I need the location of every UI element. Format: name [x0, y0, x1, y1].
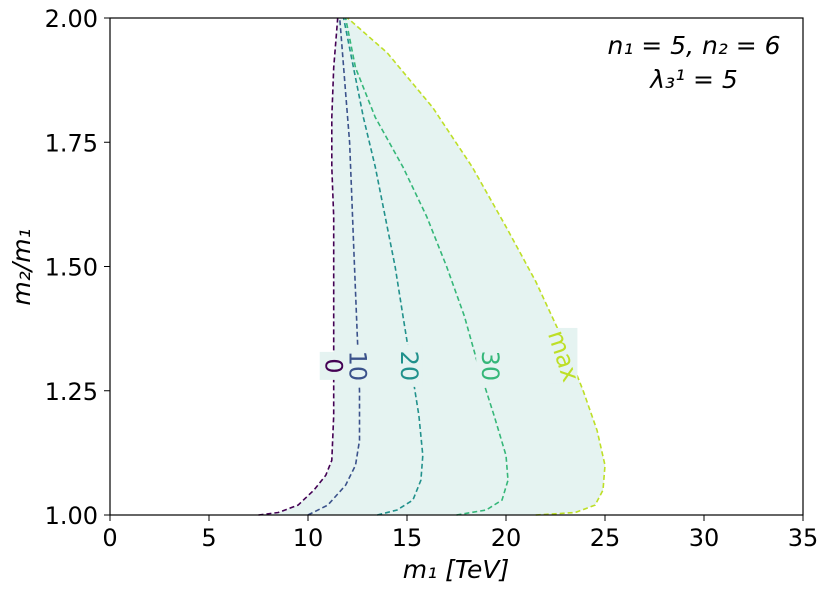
- x-axis: 0 5 10 15 20 25 30 35: [102, 515, 818, 552]
- y-axis: 1.00 1.25 1.50 1.75 2.00: [45, 5, 110, 530]
- y-tick-label: 1.50: [45, 254, 98, 282]
- x-tick-label: 25: [590, 524, 621, 552]
- annotation-line-1: n₁ = 5, n₂ = 6: [607, 31, 780, 60]
- contour-label-bg-30: [476, 344, 505, 387]
- shaded-region: [258, 18, 605, 515]
- contour-line-max: [347, 17, 606, 516]
- x-tick-label: 5: [201, 524, 216, 552]
- x-tick-label: 10: [293, 524, 324, 552]
- contour-label-0: 0: [320, 358, 348, 373]
- contour-line-20: [342, 17, 424, 516]
- x-tick-label: 20: [491, 524, 522, 552]
- contour-label-30: 30: [476, 351, 504, 382]
- contour-label-bg-0: [319, 351, 348, 380]
- contour-line-30: [344, 17, 509, 516]
- x-tick-label: 35: [788, 524, 819, 552]
- contour-line-10: [307, 17, 361, 516]
- contour-label-bg-10: [343, 344, 372, 387]
- y-axis-label: m₂/m₁: [7, 228, 36, 305]
- y-tick-label: 1.75: [45, 129, 98, 157]
- annotation-line-2: λ₃¹ = 5: [648, 65, 738, 94]
- y-tick-label: 1.00: [45, 502, 98, 530]
- y-tick-label: 2.00: [45, 5, 98, 33]
- contour-label-10: 10: [344, 351, 372, 382]
- contour-label-layer: 010 20 30 max: [320, 327, 585, 387]
- contour-label-bg-max: [549, 327, 578, 384]
- x-tick-label: 30: [689, 524, 720, 552]
- contour-label-20: 20: [395, 351, 423, 382]
- contour-label-bg-20: [394, 344, 423, 387]
- x-tick-label: 15: [392, 524, 423, 552]
- y-tick-label: 1.25: [45, 378, 98, 406]
- x-tick-label: 0: [102, 524, 117, 552]
- x-axis-label: m₁ [TeV]: [403, 555, 510, 584]
